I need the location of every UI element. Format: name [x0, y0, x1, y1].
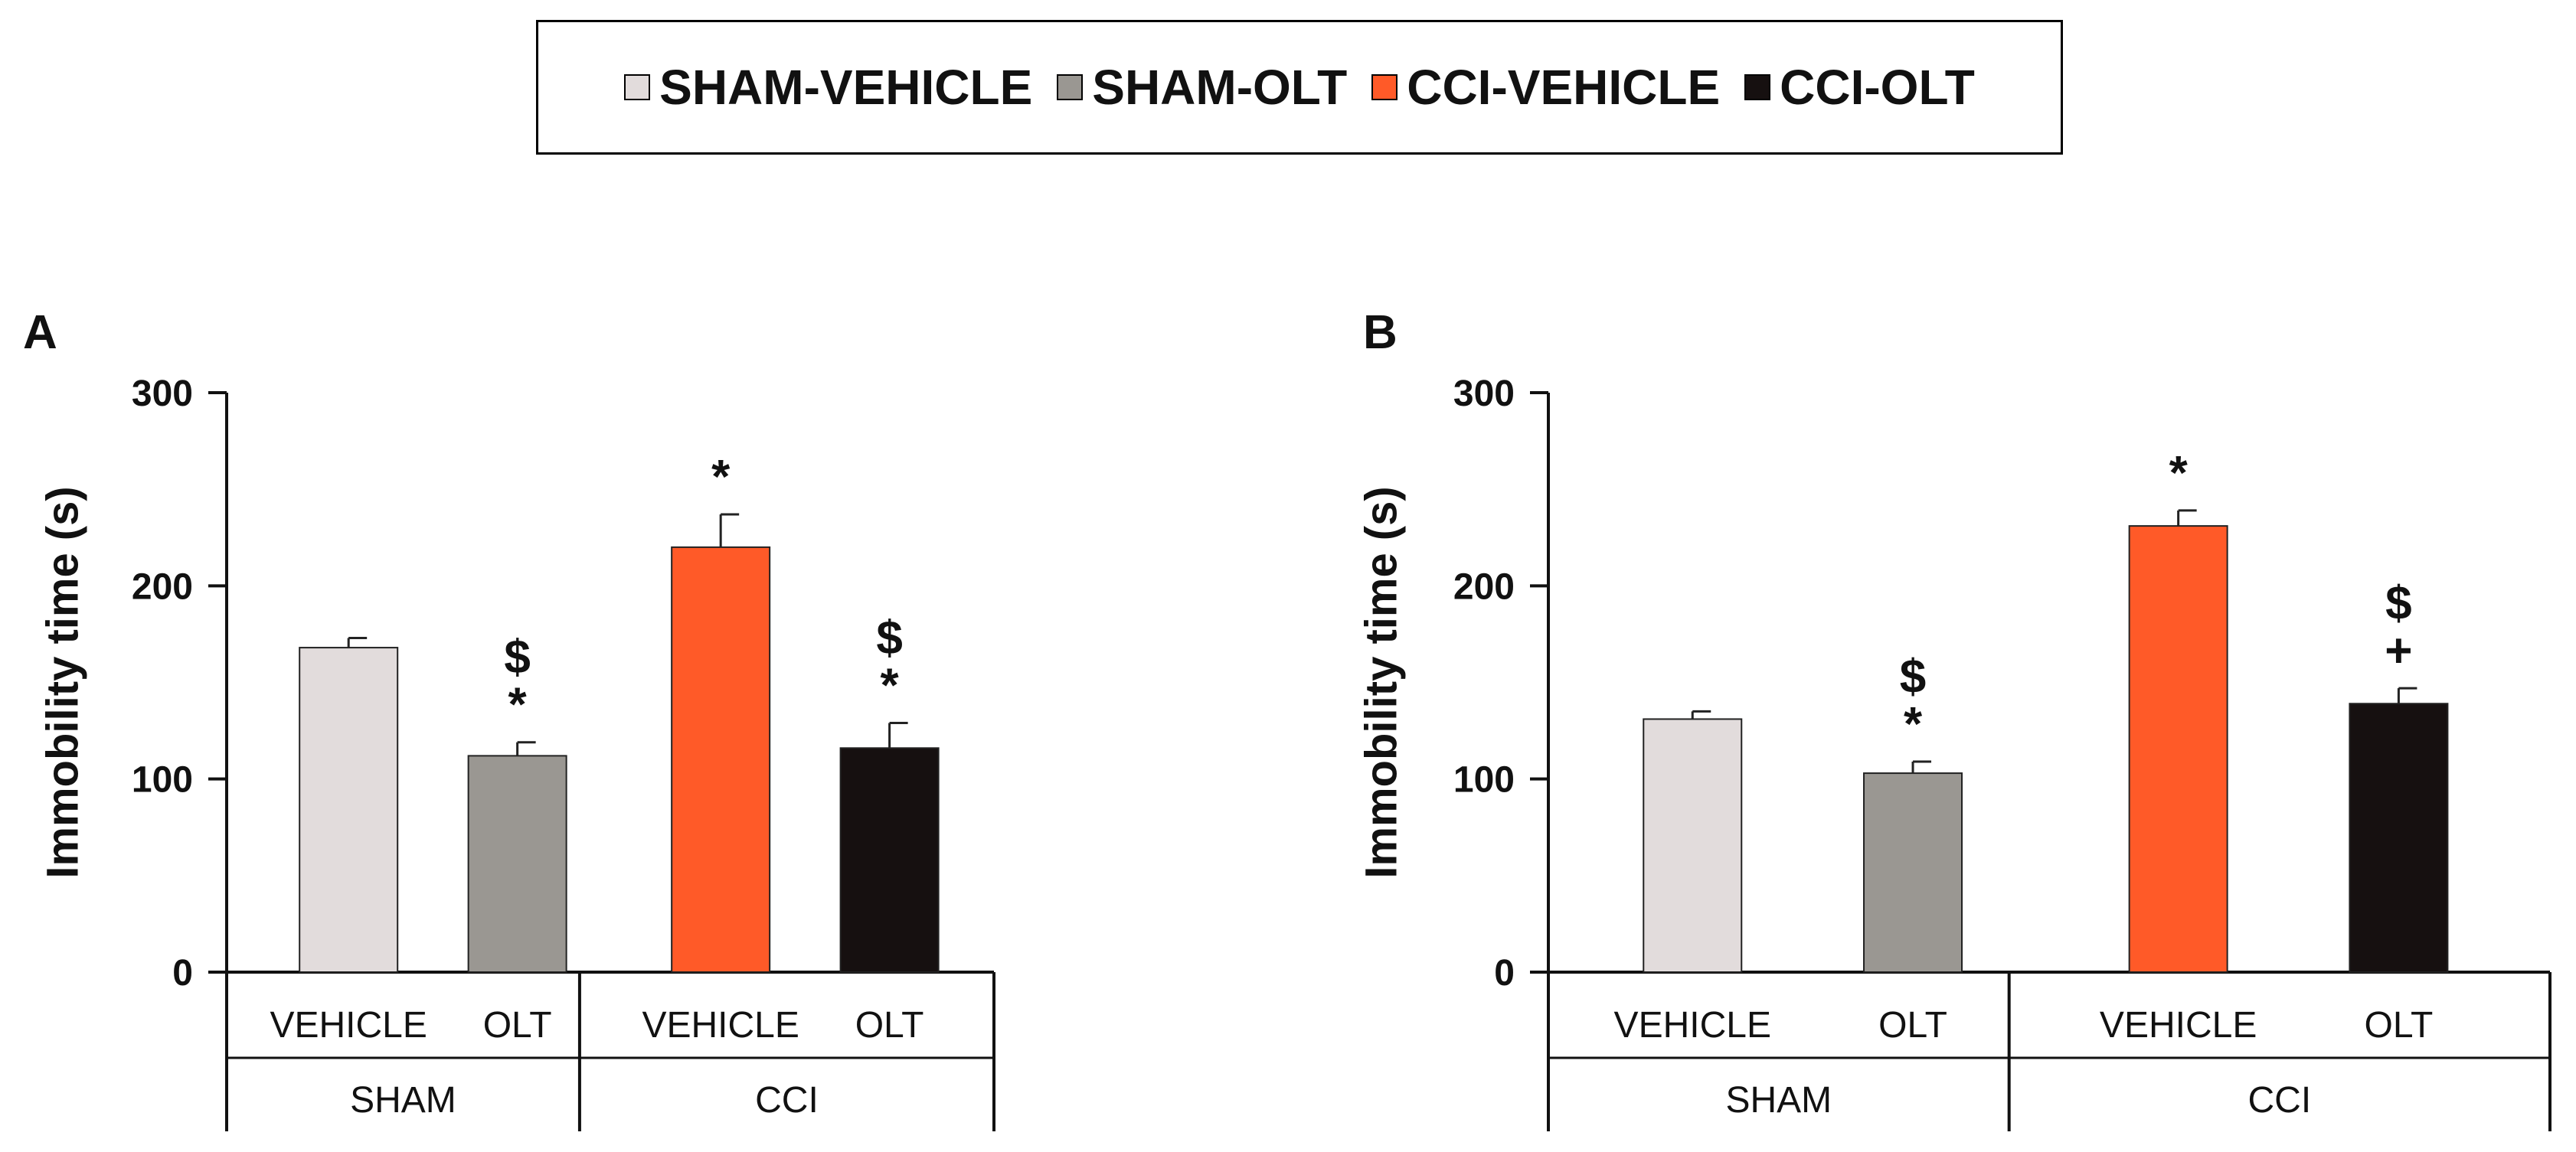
- significance-marker: *: [1904, 698, 1923, 751]
- x-tick-label: VEHICLE: [2100, 1005, 2257, 1046]
- bar: [2128, 525, 2228, 973]
- group-label: CCI: [755, 1080, 819, 1121]
- y-axis-label: Immobility time (s): [38, 486, 87, 878]
- x-tick-label: OLT: [2365, 1005, 2434, 1046]
- significance-marker: *: [711, 451, 731, 504]
- legend-swatch-cci-vehicle: [1371, 74, 1398, 100]
- legend-label-cci-olt: CCI-OLT: [1780, 60, 1975, 115]
- x-tick-label: OLT: [483, 1005, 552, 1046]
- x-tick-label: VEHICLE: [642, 1005, 799, 1046]
- legend-item-cci-vehicle: CCI-VEHICLE: [1371, 59, 1720, 116]
- group-label: CCI: [2248, 1080, 2312, 1121]
- significance-marker: *: [881, 659, 900, 712]
- bar: [1863, 772, 1963, 973]
- x-tick-label: OLT: [855, 1005, 924, 1046]
- chart-panel-a: A 0 100 200 300 Immobility time (s) SHAM CCI VEH…: [23, 306, 995, 1131]
- y-tick-label: 200: [132, 566, 193, 607]
- y-tick-label: 0: [1494, 953, 1515, 994]
- significance-marker: $: [1900, 651, 1926, 703]
- chart-panel-b: B 0 100 200 300 Immobility time (s) SHAM CCI VEH…: [1356, 306, 2551, 1131]
- panel-label: B: [1363, 306, 1398, 359]
- group-label: SHAM: [350, 1080, 456, 1121]
- legend: SHAM-VEHICLE SHAM-OLT CCI-VEHICLE CCI-OL…: [536, 20, 2063, 155]
- legend-item-cci-olt: CCI-OLT: [1744, 59, 1975, 116]
- bar: [1643, 718, 1743, 974]
- legend-label-cci-vehicle: CCI-VEHICLE: [1407, 60, 1721, 115]
- significance-marker: $: [2385, 577, 2411, 630]
- legend-item-sham-olt: SHAM-OLT: [1057, 59, 1347, 116]
- bar: [299, 647, 399, 974]
- y-tick-label: 300: [132, 374, 193, 414]
- significance-marker: +: [2385, 625, 2412, 677]
- y-axis-label: Immobility time (s): [1356, 486, 1406, 878]
- legend-label-sham-vehicle: SHAM-VEHICLE: [659, 60, 1033, 115]
- bar: [2349, 703, 2449, 973]
- legend-swatch-sham-vehicle: [624, 74, 651, 100]
- y-tick-label: 100: [1453, 760, 1515, 801]
- y-tick-label: 300: [1453, 374, 1515, 414]
- x-tick-label: OLT: [1878, 1005, 1947, 1046]
- bar: [467, 755, 567, 973]
- legend-swatch-sham-olt: [1057, 74, 1084, 100]
- bar: [839, 747, 940, 973]
- significance-marker: *: [508, 679, 528, 732]
- legend-label-sham-olt: SHAM-OLT: [1092, 60, 1348, 115]
- legend-item-sham-vehicle: SHAM-VEHICLE: [624, 59, 1032, 116]
- x-tick-label: VEHICLE: [1614, 1005, 1771, 1046]
- significance-marker: $: [504, 631, 530, 684]
- y-tick-label: 0: [172, 953, 193, 994]
- bar: [671, 546, 771, 973]
- y-tick-label: 200: [1453, 566, 1515, 607]
- significance-marker: *: [2169, 447, 2189, 500]
- panel-label: A: [23, 306, 57, 359]
- x-tick-label: VEHICLE: [270, 1005, 427, 1046]
- significance-marker: $: [876, 612, 902, 664]
- y-tick-label: 100: [132, 760, 193, 801]
- group-label: SHAM: [1725, 1080, 1832, 1121]
- legend-swatch-cci-olt: [1744, 74, 1771, 100]
